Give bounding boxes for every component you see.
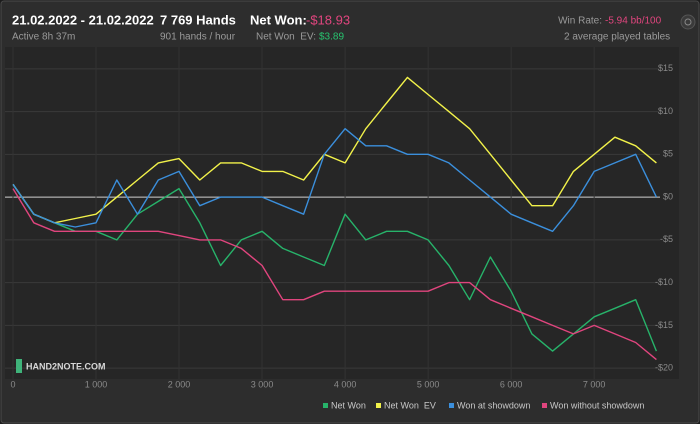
legend-swatch — [449, 403, 454, 408]
tables: 2 average played tables — [564, 32, 670, 43]
y-tick-label: $5 — [663, 149, 673, 159]
legend-swatch — [542, 403, 547, 408]
x-tick-label: 0 — [10, 379, 15, 389]
legend-label: Net Won EV — [384, 400, 436, 410]
x-tick-label: 5 000 — [417, 379, 440, 389]
x-tick-label: 6 000 — [500, 379, 523, 389]
active-time: Active 8h 37m — [12, 32, 75, 43]
settings-icon — [684, 18, 692, 26]
y-tick-label: $10 — [658, 106, 673, 116]
legend-swatch — [323, 403, 328, 408]
hands-per-hour: 901 hands / hour — [160, 32, 236, 43]
y-tick-label: $15 — [658, 63, 673, 73]
x-tick-label: 7 000 — [583, 379, 606, 389]
y-tick-label: -$20 — [655, 363, 673, 373]
x-tick-label: 4 000 — [334, 379, 357, 389]
legend-label: Won at showdown — [457, 400, 530, 410]
y-tick-label: -$10 — [655, 277, 673, 287]
legend-label: Won without showdown — [550, 400, 644, 410]
settings-button[interactable] — [680, 14, 696, 30]
net-won-ev-label: Net Won EV: — [256, 32, 316, 43]
win-rate-value: -5.94 bb/100 — [605, 16, 662, 27]
y-tick-label: $0 — [663, 191, 673, 201]
net-won-ev-value: $3.89 — [319, 32, 344, 43]
legend-swatch — [376, 403, 381, 408]
series-line — [12, 76, 657, 224]
plot: $15 $10 $5 $0 -$5 -$10 -$15 -$20 0 1 000 2 000 3 00… — [5, 47, 673, 389]
legend-label: Net Won — [331, 400, 366, 410]
plot-area — [5, 47, 679, 379]
series-line — [12, 127, 658, 232]
net-won-value: -$18.93 — [306, 12, 350, 27]
x-tick-label: 3 000 — [251, 379, 274, 389]
series-line — [12, 183, 658, 352]
net-won-label: Net Won: — [250, 12, 307, 27]
x-tick-label: 1 000 — [85, 379, 108, 389]
logo-mark — [16, 359, 22, 373]
date-range: 21.02.2022 - 21.02.2022 — [12, 12, 154, 27]
y-tick-label: -$15 — [655, 320, 673, 330]
y-tick-label: -$5 — [660, 234, 673, 244]
hands: 7 769 Hands — [160, 12, 236, 27]
x-tick-label: 2 000 — [168, 379, 191, 389]
win-rate-label: Win Rate: — [558, 16, 602, 27]
series-line — [12, 188, 657, 361]
watermark: HAND2NOTE.COM — [26, 361, 106, 371]
